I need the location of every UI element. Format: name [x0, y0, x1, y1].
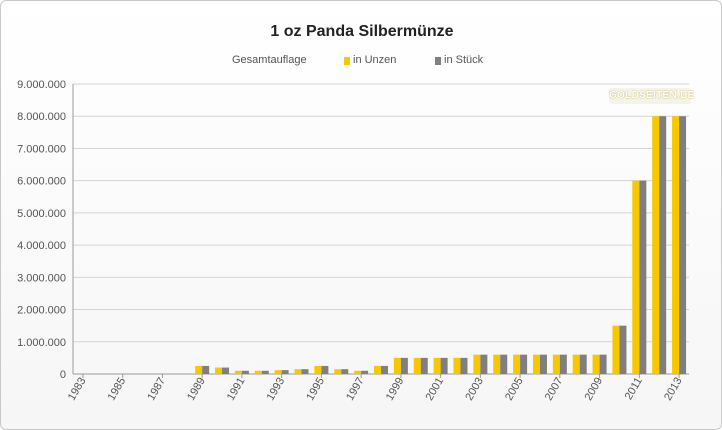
y-tick-label: 1.000.000	[17, 337, 66, 349]
legend-label-unzen: in Unzen	[353, 54, 397, 66]
bar-stueck-2006	[539, 354, 547, 374]
goldseiten-watermark: GOLDSEITEN.DE	[609, 88, 694, 104]
legend-swatch-stueck	[435, 57, 441, 65]
legend-swatch-unzen	[344, 57, 350, 65]
bar-stueck-1998	[381, 365, 388, 374]
bar-stueck-1990	[222, 367, 230, 374]
legend-label-stueck: in Stück	[444, 54, 484, 66]
bar-unzen-1994	[294, 369, 302, 374]
chart-title: 1 oz Panda Silbermünze	[270, 23, 454, 40]
bar-stueck-1989	[202, 365, 210, 374]
x-tick-label: 1985	[106, 376, 129, 403]
bar-unzen-1993	[274, 370, 282, 374]
bar-stueck-1999	[400, 357, 408, 374]
bar-stueck-1997	[361, 370, 369, 374]
x-tick-label: 2003	[463, 376, 486, 403]
bar-stueck-1993	[281, 370, 289, 374]
x-tick-label: 1991	[225, 376, 248, 403]
bar-unzen-1989	[195, 365, 203, 374]
bar-stueck-1996	[341, 369, 349, 374]
bar-stueck-2012	[659, 116, 667, 374]
bar-stueck-2001	[440, 357, 448, 374]
y-tick-label: 8.000.000	[17, 111, 66, 123]
bar-stueck-2007	[559, 354, 567, 374]
bar-unzen-1999	[393, 357, 401, 374]
x-tick-label: 1997	[344, 376, 367, 403]
bar-unzen-1996	[334, 369, 342, 374]
x-tick-label: 1989	[185, 376, 208, 403]
bar-unzen-2003	[473, 354, 481, 374]
bar-stueck-2000	[420, 357, 428, 374]
y-tick-label: 0	[60, 369, 66, 381]
x-tick-label: 2013	[662, 376, 685, 403]
bar-unzen-2013	[672, 116, 680, 374]
legend-title: Gesamtauflage	[232, 54, 307, 66]
bar-unzen-2004	[493, 354, 501, 374]
bar-unzen-1995	[314, 365, 322, 374]
x-tick-label: 2011	[623, 376, 645, 402]
bar-stueck-1992	[261, 370, 269, 374]
x-tick-label: 2005	[503, 376, 526, 403]
bar-stueck-2009	[599, 354, 607, 374]
bar-unzen-2006	[532, 354, 540, 374]
bar-unzen-2005	[513, 354, 521, 374]
bar-unzen-1991	[234, 370, 242, 374]
x-tick-label: 2009	[583, 376, 606, 403]
bar-stueck-1995	[321, 365, 329, 374]
bar-unzen-1992	[254, 370, 262, 374]
bar-unzen-2012	[652, 116, 660, 374]
x-tick-label: 1983	[66, 376, 89, 403]
bar-stueck-1994	[301, 369, 309, 374]
bar-stueck-2003	[480, 354, 488, 374]
y-tick-label: 4.000.000	[17, 240, 66, 252]
bar-stueck-2005	[520, 354, 528, 374]
x-tick-label: 1987	[145, 376, 168, 403]
bar-stueck-2004	[500, 354, 508, 374]
y-tick-label: 5.000.000	[17, 208, 66, 220]
x-tick-label: 2007	[543, 376, 566, 403]
x-tick-label: 2001	[424, 376, 447, 403]
y-tick-label: 6.000.000	[17, 176, 66, 188]
bar-unzen-2009	[592, 354, 600, 374]
bar-stueck-2013	[679, 116, 687, 374]
bar-unzen-2011	[632, 180, 640, 374]
bar-stueck-2010	[619, 325, 627, 374]
x-tick-label: 1995	[304, 376, 327, 403]
y-tick-label: 9.000.000	[17, 79, 66, 91]
bar-stueck-2008	[579, 354, 587, 374]
y-tick-label: 2.000.000	[17, 305, 66, 317]
bar-stueck-2002	[460, 357, 468, 374]
bar-unzen-2002	[453, 357, 461, 374]
bar-unzen-1990	[215, 367, 223, 374]
x-tick-label: 1999	[384, 376, 407, 403]
bar-stueck-2011	[639, 180, 647, 374]
bar-unzen-1998	[374, 365, 381, 374]
bar-unzen-1997	[354, 370, 362, 374]
bar-unzen-2007	[552, 354, 560, 374]
bar-stueck-1991	[241, 370, 249, 374]
bar-unzen-2001	[433, 357, 441, 374]
bar-unzen-2010	[612, 325, 620, 374]
chart-legend: Gesamtauflage in Unzen in Stück	[1, 54, 722, 68]
bar-unzen-2008	[572, 354, 580, 374]
bar-unzen-2000	[413, 357, 421, 374]
y-tick-label: 3.000.000	[17, 272, 66, 284]
y-tick-label: 7.000.000	[17, 143, 66, 155]
x-tick-label: 1993	[265, 376, 288, 403]
